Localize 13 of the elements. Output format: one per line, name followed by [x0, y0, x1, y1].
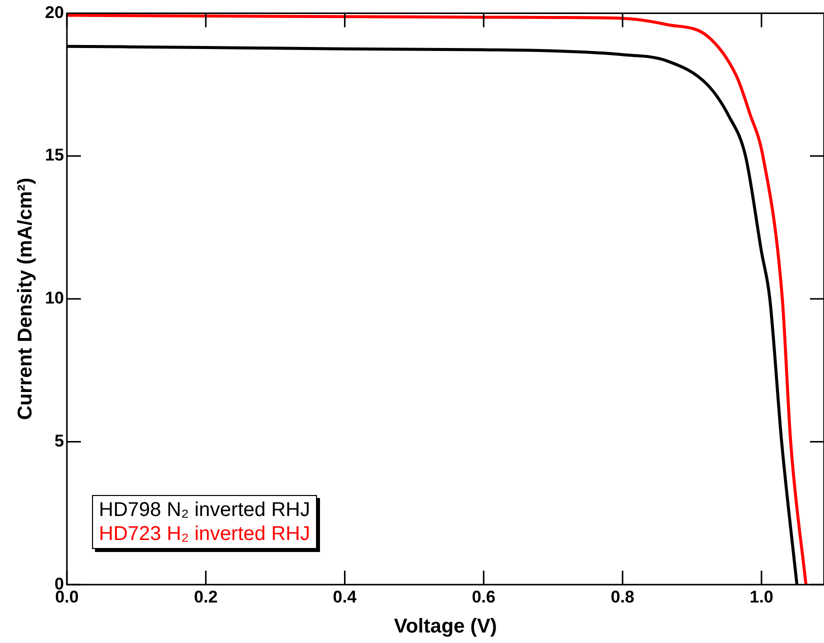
x-tick-label: 1.0 — [750, 587, 774, 606]
text: HD798 N₂ inverted RHJ — [98, 498, 310, 522]
y-tick-label: 15 — [44, 146, 64, 165]
y-tick-label: 10 — [44, 288, 64, 308]
y-tick-label: 20 — [44, 2, 64, 22]
x-tick-label: 0.4 — [332, 587, 358, 606]
y-tick-label: 5 — [54, 431, 64, 450]
x-tick-label: 0.2 — [194, 587, 218, 606]
x-tick-label: 0.6 — [472, 587, 496, 606]
x-tick-label: 0.8 — [610, 587, 634, 606]
y-axis-title: Current Density (mA/cm²) — [14, 178, 37, 420]
text: HD723 H₂ inverted RHJ — [98, 522, 310, 546]
x-axis-title: Voltage (V) — [394, 616, 497, 638]
